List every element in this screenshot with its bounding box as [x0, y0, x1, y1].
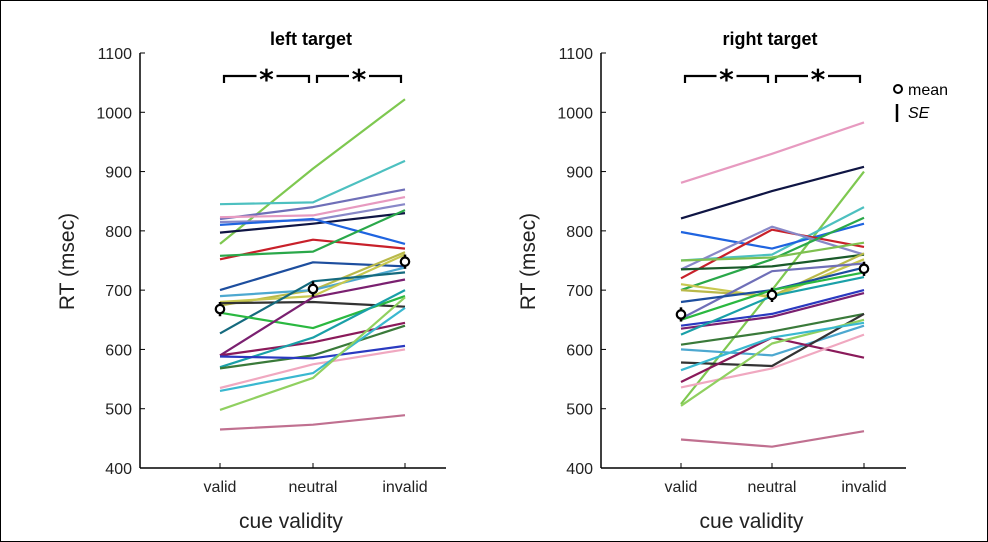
series-line	[680, 312, 865, 368]
series-line	[680, 165, 865, 220]
series-line	[219, 217, 406, 245]
series-line	[680, 321, 865, 372]
series-line	[680, 430, 865, 448]
mean-marker	[214, 303, 226, 315]
y-axis-label: RT (msec)	[56, 213, 79, 310]
series-line	[219, 414, 406, 431]
series-line	[680, 216, 865, 292]
x-tick-label: valid	[665, 479, 698, 496]
x-axis-label: cue validity	[239, 510, 343, 533]
y-tick-label: 900	[105, 165, 132, 182]
series-line	[680, 121, 865, 184]
y-tick-label: 1000	[557, 105, 593, 122]
mean-marker	[858, 263, 870, 275]
series-line	[219, 278, 406, 357]
star-background	[808, 72, 828, 80]
y-tick-label: 1100	[559, 46, 594, 63]
series-line	[680, 312, 865, 346]
y-tick-label: 400	[105, 461, 132, 478]
right-target-panel: 400 500 600 700 800 900 1000 1100 valid neutral in…	[517, 29, 906, 533]
series-line	[680, 206, 865, 262]
star-background	[349, 72, 369, 80]
star-background	[716, 72, 737, 80]
x-tick-label: valid	[204, 479, 237, 496]
chart-title: left target	[270, 29, 352, 49]
x-tick-label: invalid	[382, 479, 427, 496]
y-tick-label: 600	[566, 342, 593, 359]
series-line	[219, 98, 406, 245]
series-line	[680, 225, 865, 271]
series-line	[219, 307, 406, 392]
y-tick-label: 500	[566, 402, 593, 419]
y-tick-label: 600	[105, 342, 132, 359]
x-tick-label: neutral	[289, 479, 338, 496]
x-tick-label: neutral	[748, 479, 797, 496]
series-line	[680, 324, 865, 357]
y-tick-label: 500	[105, 402, 132, 419]
series-line	[219, 296, 406, 411]
series-line	[219, 159, 406, 206]
y-tick-label: 800	[566, 224, 593, 241]
significance-star: *	[259, 63, 274, 96]
y-tick-label: 1000	[96, 105, 132, 122]
legend: mean SE	[893, 82, 948, 122]
series-line	[219, 188, 406, 221]
legend-mean-marker	[893, 84, 903, 94]
series-line	[219, 203, 406, 224]
y-tick-label: 800	[105, 224, 132, 241]
significance-star: *	[352, 63, 367, 96]
y-tick-label: 900	[566, 165, 593, 182]
legend-se-label: SE	[908, 105, 930, 122]
series-line	[219, 344, 406, 360]
series-line	[219, 196, 406, 219]
y-tick-label: 400	[566, 461, 593, 478]
left-target-panel: 400 500 600 700 800 900 1000 1100 valid neutral in…	[56, 29, 446, 533]
y-tick-label: 1100	[98, 46, 133, 63]
significance-star: *	[719, 63, 734, 96]
mean-marker	[307, 283, 319, 295]
star-background	[256, 72, 277, 80]
legend-mean-label: mean	[908, 82, 948, 99]
series-line	[680, 253, 865, 271]
x-axis-label: cue validity	[700, 510, 804, 533]
series-line	[680, 333, 865, 389]
series-line	[680, 262, 865, 320]
mean-marker	[399, 256, 411, 267]
mean-marker	[675, 309, 687, 320]
y-tick-label: 700	[566, 283, 593, 300]
series-line	[219, 238, 406, 261]
series-line	[680, 292, 865, 330]
chart-title: right target	[722, 29, 817, 49]
series-line	[219, 212, 406, 234]
series-line	[219, 209, 406, 257]
y-tick-label: 700	[105, 283, 132, 300]
series-line	[680, 228, 865, 280]
x-tick-label: invalid	[841, 479, 886, 496]
series-line	[680, 241, 865, 262]
series-line	[219, 348, 406, 390]
series-line	[219, 324, 406, 370]
mean-marker	[766, 289, 778, 301]
y-axis-label: RT (msec)	[517, 213, 540, 310]
significance-star: *	[811, 63, 826, 96]
